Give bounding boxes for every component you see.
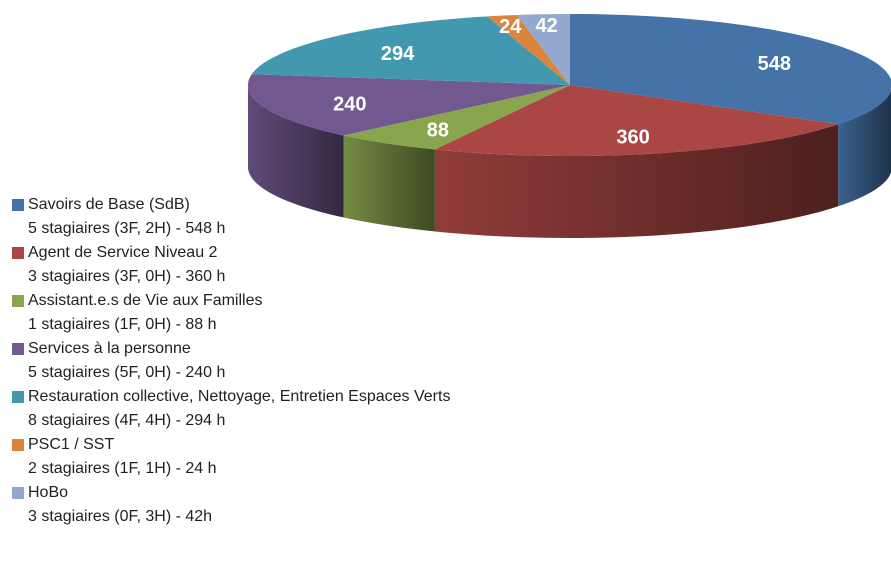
slice-side: [343, 135, 435, 232]
value-label: 240: [333, 93, 366, 115]
legend-label: Assistant.e.s de Vie aux Familles: [28, 292, 262, 309]
legend-swatch: [12, 487, 24, 499]
slice: [570, 14, 891, 125]
value-label: 294: [381, 43, 415, 65]
legend-detail: 5 stagiaires (5F, 0H) - 240 h: [28, 364, 225, 381]
legend-detail: 3 stagiaires (0F, 3H) - 42h: [28, 508, 212, 525]
legend-label: Services à la personne: [28, 340, 191, 357]
slice: [487, 14, 570, 86]
legend-label: HoBo: [28, 484, 68, 501]
legend-swatch: [12, 343, 24, 355]
slice: [434, 85, 839, 156]
legend-swatch: [12, 295, 24, 307]
legend-detail: 5 stagiaires (3F, 2H) - 548 h: [28, 220, 225, 237]
slice-side: [838, 90, 891, 207]
legend-swatch: [12, 391, 24, 403]
legend-swatch: [12, 439, 24, 451]
legend-label: PSC1 / SST: [28, 436, 114, 453]
legend-swatch: [12, 199, 24, 211]
value-label: 88: [427, 119, 449, 141]
slice: [343, 85, 570, 150]
slice: [517, 14, 570, 85]
legend-label: Savoirs de Base (SdB): [28, 196, 190, 213]
value-label: 42: [535, 15, 557, 37]
slice-side: [248, 85, 344, 218]
legend-label: Restauration collective, Nettoyage, Entr…: [28, 388, 450, 405]
value-label: 24: [499, 16, 522, 38]
legend-detail: 3 stagiaires (3F, 0H) - 360 h: [28, 268, 225, 285]
legend-detail: 2 stagiaires (1F, 1H) - 24 h: [28, 460, 217, 477]
legend-swatch: [12, 247, 24, 259]
slice-side: [434, 124, 839, 238]
legend-detail: 1 stagiaires (1F, 0H) - 88 h: [28, 316, 217, 333]
slice: [248, 74, 570, 136]
slice: [251, 16, 570, 86]
value-label: 360: [616, 126, 649, 148]
legend-detail: 8 stagiaires (4F, 4H) - 294 h: [28, 412, 225, 429]
value-label: 548: [758, 53, 791, 75]
legend-label: Agent de Service Niveau 2: [28, 244, 218, 261]
